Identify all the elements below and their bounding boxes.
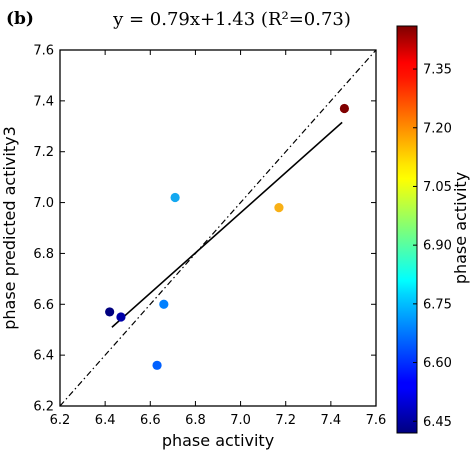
x-tick-label: 6.4: [95, 413, 116, 428]
y-tick-label: 7.4: [33, 94, 54, 109]
data-point-5: [170, 192, 180, 203]
x-tick-label: 7.6: [366, 413, 387, 428]
data-point-7: [339, 103, 349, 114]
data-point-6: [274, 203, 284, 213]
colorbar-ticks: 6.45 6.60 6.75 6.90 7.05 7.20 7.35: [413, 63, 452, 430]
x-tick-label: 6.6: [140, 413, 161, 428]
colorbar-tick-label: 7.20: [423, 121, 452, 136]
y-tick-label: 6.8: [33, 247, 54, 262]
colorbar-tick-label: 7.05: [423, 180, 452, 195]
y-tick-label: 7.2: [33, 145, 54, 160]
colorbar-tick-label: 6.75: [423, 297, 452, 312]
panel-label: (b): [6, 9, 34, 29]
fit-line: [111, 121, 343, 328]
identity-line: [59, 49, 377, 407]
plot-frame: [59, 49, 377, 407]
y-tick-label: 6.4: [33, 349, 54, 364]
data-point-2: [116, 312, 126, 322]
colorbar-tick-label: 6.45: [423, 415, 452, 430]
y-tick-label: 6.2: [33, 400, 54, 415]
y-tick-label: 6.6: [33, 298, 54, 313]
data-point-3: [152, 360, 162, 370]
colorbar-tick-label: 6.90: [423, 239, 452, 254]
x-tick-label: 7.4: [321, 413, 342, 428]
colorbar: [396, 25, 418, 434]
chart-title: y = 0.79x+1.43 (R²=0.73): [112, 9, 351, 30]
x-tick-label: 6.8: [185, 413, 206, 428]
plot-area: [59, 49, 377, 407]
y-tick-label: 7.0: [33, 196, 54, 211]
colorbar-tick-label: 7.35: [423, 63, 452, 78]
data-point-1: [105, 307, 115, 317]
x-tick-label: 7.0: [230, 413, 251, 428]
data-point-4: [159, 299, 169, 309]
y-tick-label: 7.6: [33, 44, 54, 59]
x-axis-label: phase activity: [162, 431, 274, 450]
x-tick-label: 6.2: [50, 413, 71, 428]
colorbar-label: phase activity: [451, 172, 470, 284]
y-axis-label: phase predicted activity3: [0, 126, 19, 330]
colorbar-tick-label: 6.60: [423, 356, 452, 371]
x-tick-label: 7.2: [275, 413, 296, 428]
